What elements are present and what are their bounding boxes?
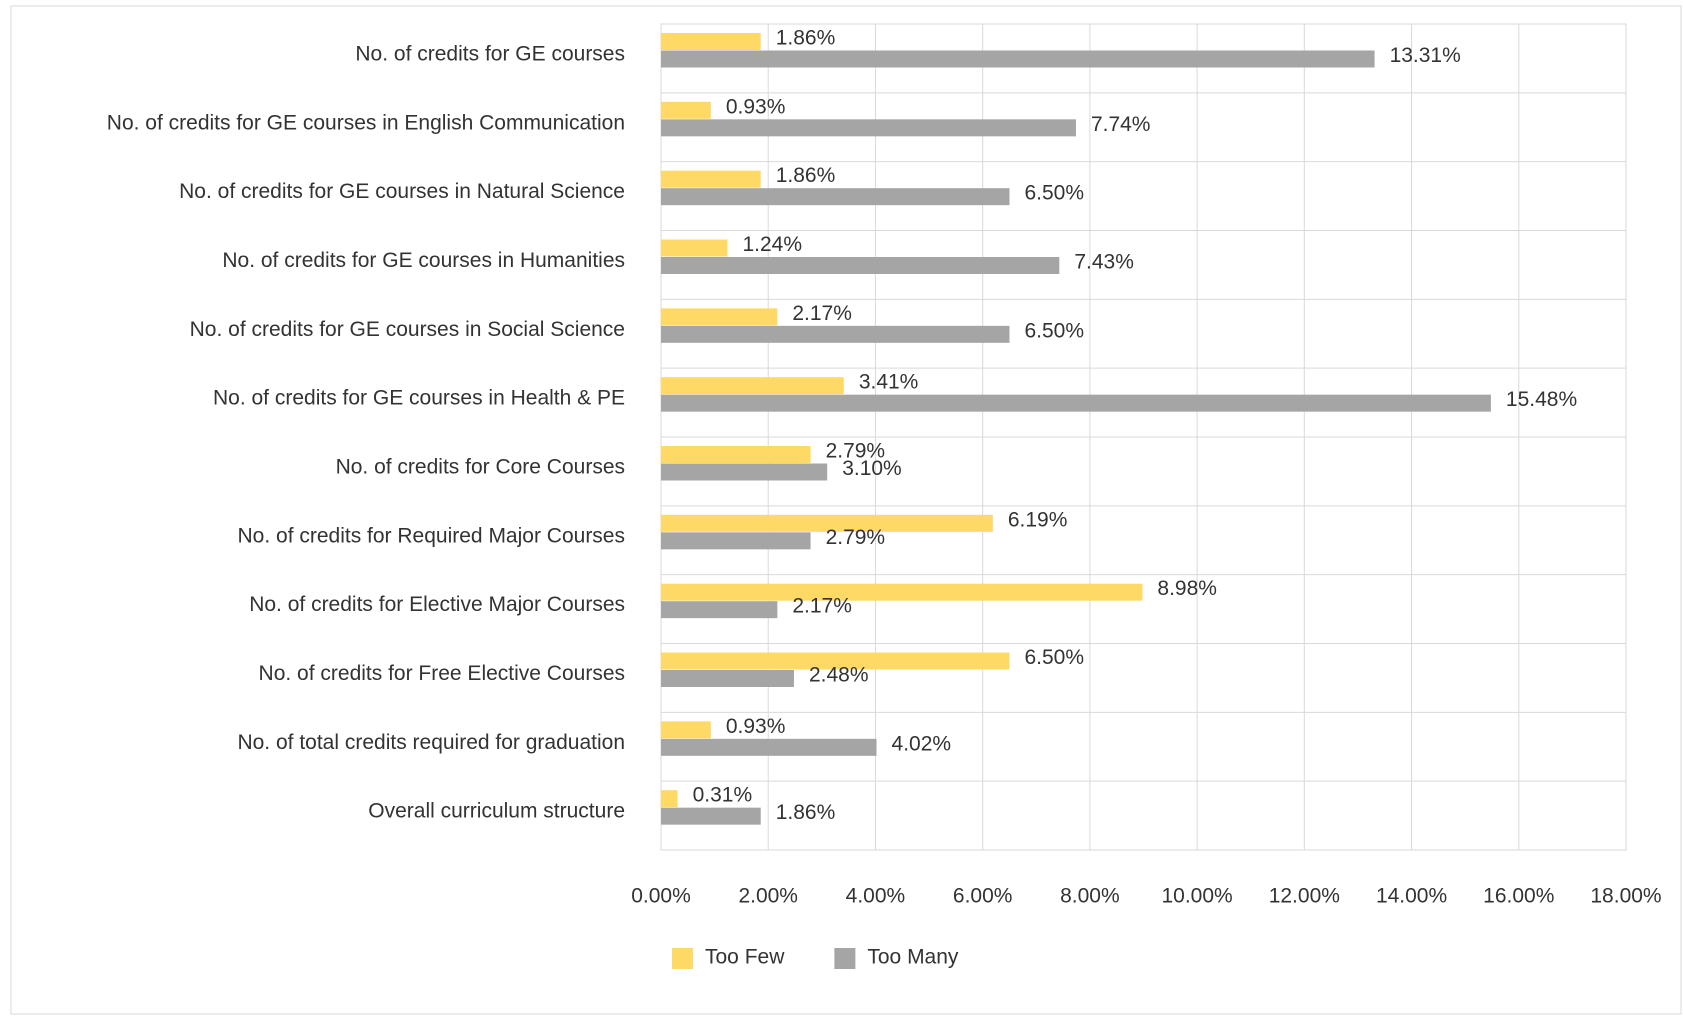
- x-tick-label: 10.00%: [1161, 885, 1232, 908]
- data-label: 1.86%: [776, 164, 836, 187]
- data-label: 8.98%: [1157, 577, 1217, 600]
- data-label: 1.86%: [776, 801, 836, 824]
- x-tick-label: 6.00%: [953, 885, 1013, 908]
- bar: [661, 188, 1010, 206]
- data-label: 1.86%: [776, 27, 836, 50]
- y-tick-label: Overall curriculum structure: [368, 800, 625, 823]
- data-label: 2.48%: [809, 664, 869, 687]
- data-label: 6.50%: [1024, 646, 1084, 669]
- bar: [661, 532, 811, 550]
- bar: [661, 119, 1076, 137]
- y-tick-label: No. of credits for GE courses in Humanit…: [222, 249, 625, 272]
- data-label: 6.19%: [1008, 508, 1068, 531]
- x-tick-label: 16.00%: [1483, 885, 1554, 908]
- legend-label: Too Many: [867, 946, 959, 969]
- y-tick-label: No. of credits for GE courses: [355, 43, 625, 66]
- x-tick-label: 0.00%: [631, 885, 691, 908]
- y-tick-label: No. of credits for Core Courses: [336, 456, 625, 479]
- bar: [661, 308, 778, 326]
- y-tick-label: No. of credits for GE courses in Social …: [190, 318, 625, 341]
- bar: [661, 583, 1143, 601]
- bar: [661, 652, 1010, 670]
- x-tick-label: 4.00%: [846, 885, 906, 908]
- chart-frame: [10, 5, 1682, 1015]
- data-label: 7.43%: [1074, 251, 1134, 274]
- y-tick-label: No. of total credits required for gradua…: [237, 731, 625, 754]
- x-tick-label: 18.00%: [1590, 885, 1661, 908]
- bar: [661, 463, 828, 481]
- data-label: 15.48%: [1506, 388, 1577, 411]
- data-label: 0.93%: [726, 95, 786, 118]
- data-label: 4.02%: [892, 732, 952, 755]
- bar: [661, 738, 877, 756]
- x-tick-label: 12.00%: [1269, 885, 1340, 908]
- y-tick-label: No. of credits for Elective Major Course…: [249, 593, 625, 616]
- bar: [661, 33, 761, 50]
- data-label: 6.50%: [1024, 182, 1084, 205]
- y-tick-label: No. of credits for GE courses in Natural…: [179, 180, 625, 203]
- x-tick-label: 8.00%: [1060, 885, 1120, 908]
- bar: [661, 790, 678, 808]
- data-label: 2.17%: [792, 302, 852, 325]
- bar: [661, 601, 778, 619]
- data-label: 0.93%: [726, 715, 786, 738]
- data-label: 13.31%: [1390, 44, 1461, 67]
- data-label: 7.74%: [1091, 113, 1151, 136]
- bar: [661, 239, 728, 257]
- bar: [661, 101, 711, 119]
- data-label: 6.50%: [1024, 319, 1084, 342]
- data-label: 1.24%: [742, 233, 802, 256]
- data-label: 2.79%: [826, 440, 886, 463]
- y-tick-label: No. of credits for Free Elective Courses: [259, 662, 625, 685]
- bar: [661, 394, 1491, 412]
- legend-label: Too Few: [705, 946, 785, 969]
- bar: [661, 50, 1375, 68]
- legend-swatch: [834, 948, 856, 969]
- y-tick-label: No. of credits for Required Major Course…: [238, 524, 626, 547]
- bar: [661, 807, 761, 825]
- bar: [661, 514, 993, 532]
- bar: [661, 257, 1060, 274]
- bar: [661, 325, 1010, 343]
- bar: [661, 377, 844, 395]
- legend-swatch: [672, 948, 693, 969]
- y-tick-label: No. of credits for GE courses in Health …: [213, 387, 625, 410]
- y-tick-label: No. of credits for GE courses in English…: [107, 111, 625, 134]
- bar: [661, 446, 811, 463]
- data-label: 0.31%: [693, 784, 753, 807]
- data-label: 3.41%: [859, 371, 919, 394]
- bar: [661, 170, 761, 188]
- data-label: 2.79%: [826, 526, 886, 549]
- x-tick-label: 2.00%: [738, 885, 798, 908]
- bar: [661, 721, 711, 739]
- data-label: 3.10%: [842, 457, 902, 480]
- data-label: 2.17%: [792, 595, 852, 618]
- bar: [661, 670, 794, 687]
- x-tick-label: 14.00%: [1376, 885, 1447, 908]
